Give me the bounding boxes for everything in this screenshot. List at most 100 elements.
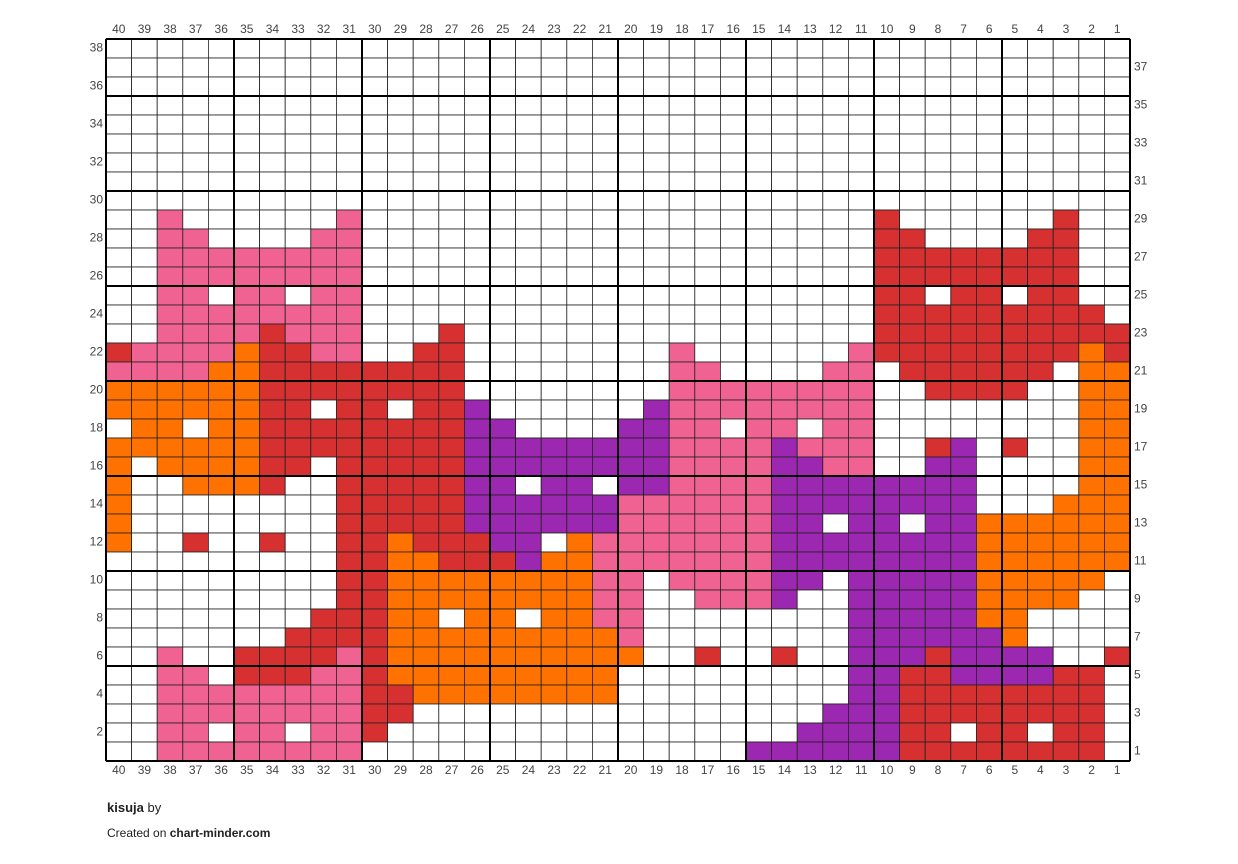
cell — [1104, 722, 1131, 743]
cell — [412, 418, 440, 439]
cell — [387, 266, 414, 287]
cell — [643, 494, 670, 515]
cell — [566, 304, 593, 325]
row-number: 22 — [90, 345, 104, 359]
row-number: 38 — [90, 41, 104, 55]
cell — [105, 57, 133, 78]
cell — [1104, 266, 1131, 287]
cell — [950, 38, 977, 59]
cell — [335, 399, 363, 420]
cell — [182, 741, 209, 762]
cell — [489, 494, 517, 515]
cell — [463, 570, 491, 591]
cell — [284, 171, 312, 192]
cell — [745, 152, 773, 173]
cell — [1104, 532, 1131, 553]
cell — [515, 228, 542, 249]
cell — [771, 646, 798, 667]
cell — [1104, 703, 1131, 724]
cell — [617, 551, 645, 572]
cell — [284, 228, 312, 249]
cell — [822, 456, 849, 477]
cell — [412, 57, 440, 78]
cell — [412, 304, 440, 325]
cell — [361, 741, 389, 762]
cell — [592, 38, 619, 59]
cell — [515, 494, 542, 515]
cell — [771, 532, 798, 553]
cell — [387, 399, 414, 420]
cell — [848, 171, 875, 192]
cell — [643, 437, 670, 458]
cell — [873, 76, 901, 97]
cell — [310, 475, 337, 496]
cell — [489, 95, 517, 116]
cell — [720, 475, 747, 496]
cell — [976, 646, 1003, 667]
cell — [720, 247, 747, 268]
cell — [566, 114, 593, 135]
cell — [796, 133, 824, 154]
cell — [310, 361, 337, 382]
cell — [822, 285, 849, 306]
cell — [873, 494, 901, 515]
cell — [796, 570, 824, 591]
cell — [694, 57, 721, 78]
cell — [950, 570, 977, 591]
cell — [310, 513, 337, 534]
cell — [515, 133, 542, 154]
cell — [105, 323, 133, 344]
cell — [233, 570, 261, 591]
cell — [745, 95, 773, 116]
cell — [259, 323, 286, 344]
cell — [131, 285, 158, 306]
cell — [694, 228, 721, 249]
cell — [438, 95, 465, 116]
cell — [105, 703, 133, 724]
cell — [771, 513, 798, 534]
cell — [848, 589, 875, 610]
cell — [796, 209, 824, 230]
cell — [259, 570, 286, 591]
column-number: 26 — [471, 22, 485, 36]
cell — [899, 418, 926, 439]
cell — [233, 304, 261, 325]
column-number: 31 — [343, 763, 357, 777]
cell — [259, 684, 286, 705]
cell — [1001, 152, 1029, 173]
cell — [592, 266, 619, 287]
cell — [1001, 456, 1029, 477]
cell — [720, 304, 747, 325]
cell — [720, 665, 747, 686]
cell — [233, 608, 261, 629]
cell — [540, 114, 568, 135]
cell — [259, 703, 286, 724]
cell — [105, 342, 133, 363]
cell — [668, 418, 696, 439]
cell — [1078, 456, 1105, 477]
cell — [284, 646, 312, 667]
cell — [745, 627, 773, 648]
cell — [361, 38, 389, 59]
cell — [899, 380, 926, 401]
cell — [617, 171, 645, 192]
cell — [976, 722, 1003, 743]
cell — [694, 133, 721, 154]
cell — [284, 570, 312, 591]
author-line: kisuja by — [107, 800, 161, 815]
cell — [924, 703, 952, 724]
cell — [105, 114, 133, 135]
cell — [412, 361, 440, 382]
cell — [335, 703, 363, 724]
cell — [566, 57, 593, 78]
cell — [873, 304, 901, 325]
column-number: 22 — [573, 22, 587, 36]
cell — [873, 627, 901, 648]
cell — [105, 38, 133, 59]
cell — [617, 494, 645, 515]
cell — [438, 703, 465, 724]
cell — [259, 646, 286, 667]
cell — [822, 304, 849, 325]
cell — [105, 285, 133, 306]
cell — [1078, 285, 1105, 306]
